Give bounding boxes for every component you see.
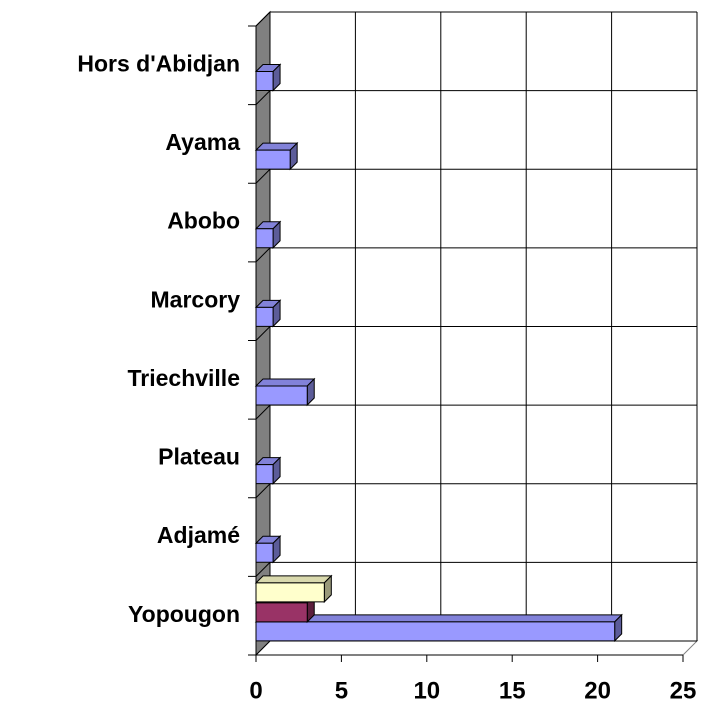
wall-line <box>255 11 271 27</box>
wall-line <box>255 640 271 656</box>
category-label: Yopougon <box>128 601 240 627</box>
x-tick-label: 5 <box>335 677 348 704</box>
wall-line <box>255 483 271 499</box>
bar <box>255 464 274 485</box>
x-tick-label: 15 <box>499 677 526 704</box>
category-label: Abobo <box>167 208 240 234</box>
category-label: Plateau <box>158 444 240 470</box>
x-tick-label: 25 <box>670 677 697 704</box>
bar <box>255 621 616 642</box>
labels: 0 5 10 15 20 25 Yopougon Adjamé Plateau Triechvil… <box>77 50 696 704</box>
bar <box>255 149 291 170</box>
category-label: Adjamé <box>157 522 240 548</box>
bar <box>255 542 274 563</box>
wall-line <box>255 404 271 420</box>
x-tick-label: 20 <box>584 677 611 704</box>
bar <box>255 582 325 603</box>
bar-top <box>254 378 316 387</box>
category-label: Triechville <box>127 365 240 391</box>
category-label: Ayama <box>165 129 240 155</box>
wall-line <box>255 247 271 263</box>
x-tick-label: 10 <box>413 677 440 704</box>
floor <box>254 640 699 656</box>
bar <box>255 306 274 327</box>
category-label: Hors d'Abidjan <box>77 50 240 76</box>
x-tick-label: 0 <box>249 677 262 704</box>
wall-line <box>255 562 271 577</box>
bar <box>255 385 308 406</box>
bar <box>255 71 274 91</box>
wall-line <box>255 90 271 105</box>
bars <box>254 63 623 643</box>
category-label: Marcory <box>151 286 241 312</box>
grid <box>248 11 698 662</box>
wall-line <box>255 168 271 184</box>
bar-top <box>254 575 333 584</box>
bar <box>255 228 274 249</box>
wall-line <box>255 326 271 341</box>
bar <box>255 602 308 623</box>
